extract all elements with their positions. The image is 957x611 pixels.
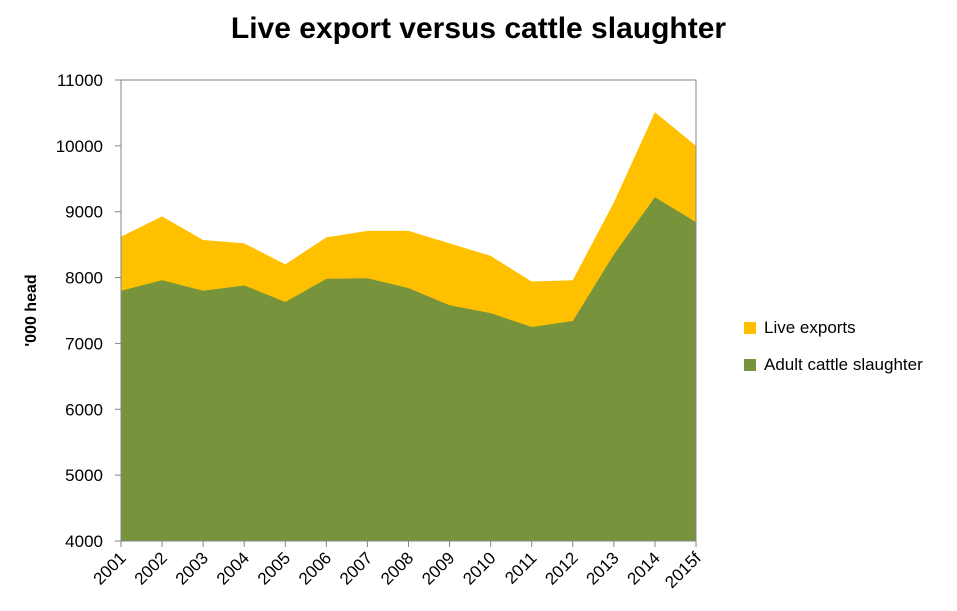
x-tick-label: 2003 <box>172 548 212 588</box>
x-tick-label: 2010 <box>459 548 499 588</box>
legend: Live exports Adult cattle slaughter <box>744 309 923 383</box>
y-tick-label: 8000 <box>65 269 103 288</box>
y-axis-label: '000 head <box>23 274 40 346</box>
y-tick-label: 7000 <box>65 334 103 353</box>
legend-item-adult-cattle-slaughter: Adult cattle slaughter <box>744 346 923 383</box>
x-tick-label: 2013 <box>583 548 623 588</box>
x-tick-label: 2008 <box>377 548 417 588</box>
x-tick-label: 2005 <box>254 548 294 588</box>
x-tick-label: 2009 <box>418 548 458 588</box>
plot-area <box>121 112 696 542</box>
x-tick-label: 2012 <box>541 548 581 588</box>
legend-swatch-adult-cattle-slaughter <box>744 358 756 371</box>
area-adult-cattle-slaughter <box>121 197 696 541</box>
legend-label-live-exports: Live exports <box>764 317 856 337</box>
y-tick-label: 5000 <box>65 466 103 485</box>
y-tick-label: 11000 <box>57 71 103 90</box>
x-tick-label: 2006 <box>295 548 335 588</box>
x-tick-label: 2001 <box>90 548 130 588</box>
x-tick-label: 2011 <box>501 548 540 587</box>
y-tick-label: 9000 <box>65 203 103 222</box>
x-tick-label: 2007 <box>336 548 376 588</box>
x-tick-label: 2004 <box>213 548 253 588</box>
y-tick-label: 4000 <box>65 532 103 551</box>
x-tick-label: 2014 <box>624 548 664 588</box>
legend-item-live-exports: Live exports <box>744 309 923 346</box>
chart-title: Live export versus cattle slaughter <box>230 12 727 45</box>
legend-label-adult-cattle-slaughter: Adult cattle slaughter <box>764 354 923 374</box>
x-tick-label: 2002 <box>131 548 171 588</box>
y-tick-label: 10000 <box>56 137 103 156</box>
y-tick-label: 6000 <box>65 400 103 419</box>
legend-swatch-live-exports <box>744 321 756 334</box>
x-tick-label: 2015f <box>661 548 705 592</box>
